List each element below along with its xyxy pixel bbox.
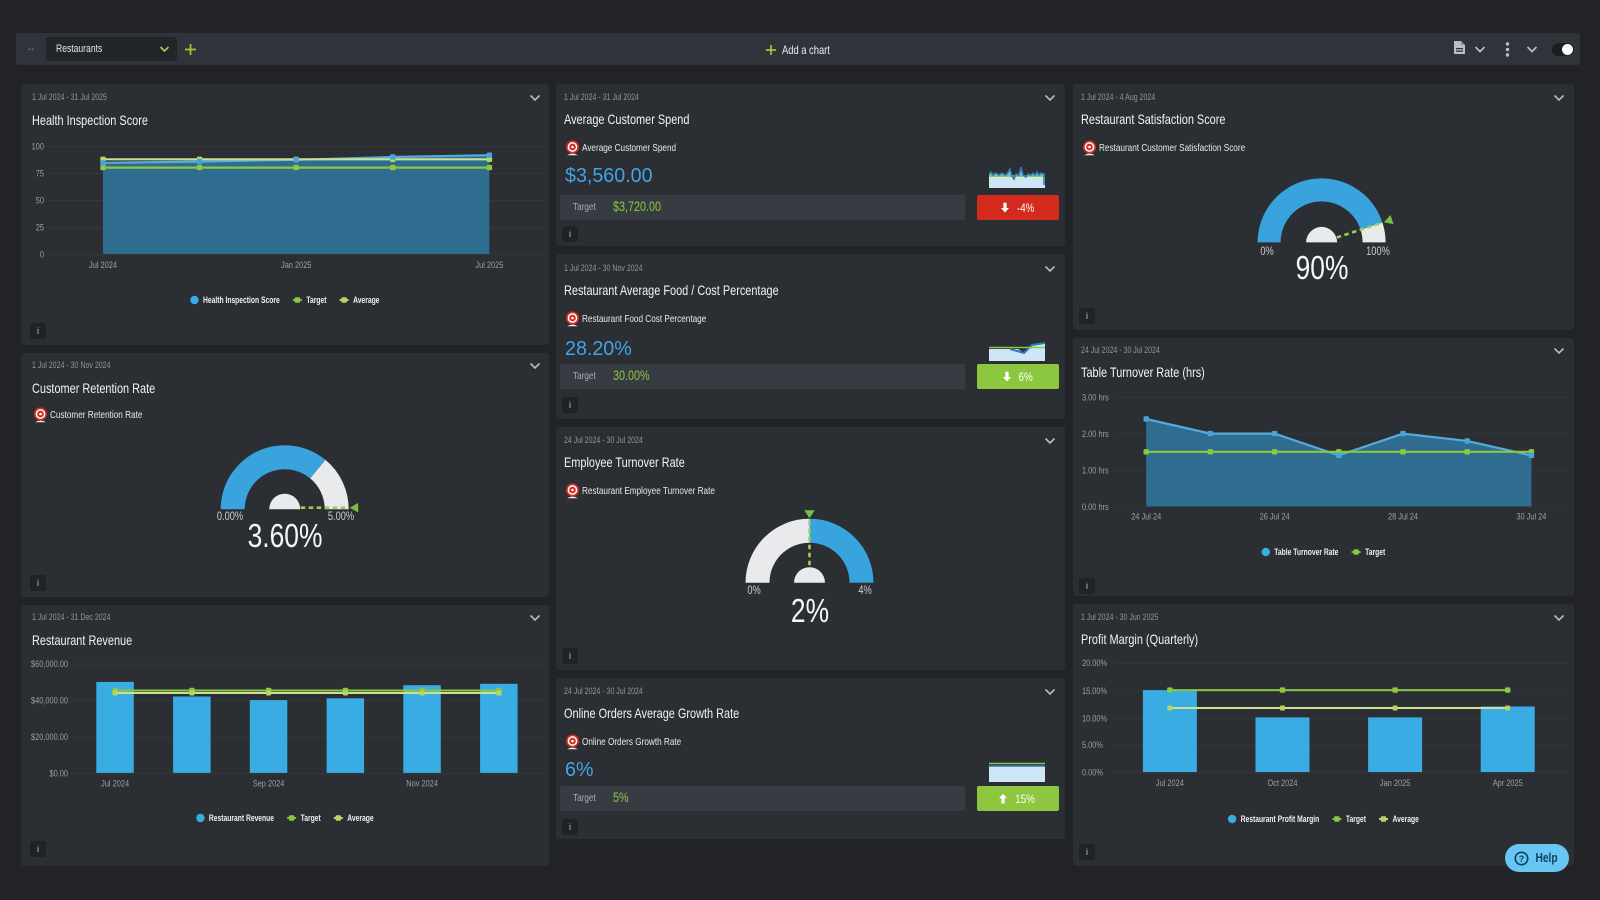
svg-text:Health Inspection Score: Health Inspection Score xyxy=(203,295,280,305)
svg-text:Table Turnover Rate: Table Turnover Rate xyxy=(1274,547,1339,557)
svg-text:Target: Target xyxy=(1365,547,1385,557)
svg-text:Jan 2025: Jan 2025 xyxy=(281,259,312,270)
svg-text:3.00 hrs: 3.00 hrs xyxy=(1082,392,1109,403)
svg-text:Sep 2024: Sep 2024 xyxy=(253,778,285,789)
svg-text:$0.00: $0.00 xyxy=(49,767,68,778)
svg-text:Jul 2025: Jul 2025 xyxy=(475,259,503,270)
svg-text:Apr 2025: Apr 2025 xyxy=(1493,777,1523,788)
svg-text:10.00%: 10.00% xyxy=(1082,713,1107,724)
svg-text:26 Jul 24: 26 Jul 24 xyxy=(1260,510,1290,521)
svg-text:$40,000.00: $40,000.00 xyxy=(31,695,68,706)
svg-text:75: 75 xyxy=(36,167,44,178)
svg-text:Target: Target xyxy=(306,295,326,305)
svg-text:$20,000.00: $20,000.00 xyxy=(31,731,68,742)
svg-text:$60,000.00: $60,000.00 xyxy=(31,658,68,669)
svg-text:Average: Average xyxy=(347,813,374,823)
svg-text:100: 100 xyxy=(32,140,45,151)
svg-text:50: 50 xyxy=(36,194,44,205)
svg-text:24 Jul 24: 24 Jul 24 xyxy=(1131,510,1161,521)
svg-text:20.00%: 20.00% xyxy=(1082,657,1107,668)
svg-text:Jul 2024: Jul 2024 xyxy=(1156,777,1184,788)
svg-text:Target: Target xyxy=(1346,814,1366,824)
svg-text:Oct 2024: Oct 2024 xyxy=(1267,777,1297,788)
svg-text:Restaurant Revenue: Restaurant Revenue xyxy=(209,813,275,823)
svg-text:0.00%: 0.00% xyxy=(1082,766,1103,777)
svg-text:0: 0 xyxy=(40,248,44,259)
svg-text:25: 25 xyxy=(36,221,44,232)
svg-text:2.00 hrs: 2.00 hrs xyxy=(1082,428,1109,439)
svg-text:Target: Target xyxy=(301,813,321,823)
svg-text:5.00%: 5.00% xyxy=(1082,739,1103,750)
svg-text:30 Jul 24: 30 Jul 24 xyxy=(1516,510,1546,521)
svg-text:0.00 hrs: 0.00 hrs xyxy=(1082,501,1109,512)
svg-text:Jul 2024: Jul 2024 xyxy=(101,778,129,789)
svg-text:Average: Average xyxy=(353,295,380,305)
svg-text:15.00%: 15.00% xyxy=(1082,685,1107,696)
svg-text:Restaurant Profit Margin: Restaurant Profit Margin xyxy=(1241,814,1320,824)
svg-text:Jul 2024: Jul 2024 xyxy=(89,259,117,270)
svg-text:Nov 2024: Nov 2024 xyxy=(406,778,438,789)
svg-text:Average: Average xyxy=(1393,814,1420,824)
svg-text:28 Jul 24: 28 Jul 24 xyxy=(1388,510,1418,521)
svg-text:?: ? xyxy=(1519,854,1525,864)
svg-text:1.00 hrs: 1.00 hrs xyxy=(1082,464,1109,475)
svg-text:Jan 2025: Jan 2025 xyxy=(1380,777,1411,788)
